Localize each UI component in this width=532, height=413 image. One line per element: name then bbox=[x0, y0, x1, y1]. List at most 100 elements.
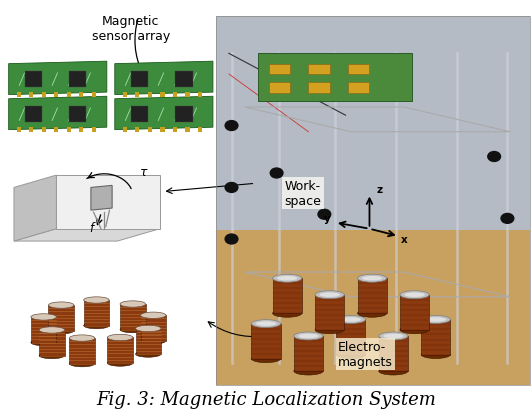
Bar bbox=[421, 320, 451, 355]
Bar bbox=[252, 324, 280, 359]
Bar bbox=[309, 64, 330, 75]
Circle shape bbox=[488, 152, 501, 162]
Ellipse shape bbox=[315, 291, 344, 299]
Ellipse shape bbox=[358, 310, 387, 318]
Ellipse shape bbox=[404, 293, 425, 297]
Bar bbox=[135, 128, 139, 133]
Text: x: x bbox=[401, 234, 408, 244]
Bar bbox=[215, 231, 530, 386]
Bar bbox=[69, 72, 86, 88]
Bar bbox=[198, 128, 202, 133]
Bar bbox=[160, 128, 164, 133]
Bar bbox=[92, 128, 96, 133]
Bar bbox=[24, 72, 42, 88]
Bar bbox=[294, 336, 323, 371]
Bar bbox=[173, 128, 177, 133]
Bar bbox=[135, 93, 139, 98]
Text: Electro-
magnets: Electro- magnets bbox=[338, 340, 393, 368]
Bar bbox=[185, 128, 189, 133]
Bar bbox=[400, 295, 429, 330]
Ellipse shape bbox=[319, 293, 340, 297]
Ellipse shape bbox=[69, 361, 95, 367]
Polygon shape bbox=[9, 62, 107, 95]
Bar bbox=[24, 107, 42, 123]
Bar bbox=[348, 83, 369, 93]
Text: z: z bbox=[377, 185, 383, 195]
Ellipse shape bbox=[379, 332, 408, 340]
Ellipse shape bbox=[272, 310, 302, 318]
Bar bbox=[69, 107, 86, 123]
Bar bbox=[215, 17, 530, 231]
Bar bbox=[215, 17, 530, 386]
Ellipse shape bbox=[48, 328, 74, 334]
Ellipse shape bbox=[69, 335, 95, 342]
Bar bbox=[131, 72, 148, 88]
Bar bbox=[160, 93, 164, 98]
Bar bbox=[198, 93, 202, 98]
Text: Magnetic
sensor array: Magnetic sensor array bbox=[92, 15, 170, 43]
Bar bbox=[79, 128, 84, 133]
Polygon shape bbox=[14, 229, 160, 242]
Polygon shape bbox=[91, 186, 112, 211]
Ellipse shape bbox=[379, 367, 408, 375]
Bar bbox=[175, 107, 193, 123]
Bar bbox=[140, 316, 166, 341]
Ellipse shape bbox=[383, 334, 404, 338]
Bar bbox=[39, 330, 64, 356]
Bar bbox=[272, 278, 302, 313]
Ellipse shape bbox=[256, 322, 276, 326]
Bar bbox=[136, 329, 161, 354]
Circle shape bbox=[501, 214, 514, 224]
Ellipse shape bbox=[140, 312, 166, 319]
Ellipse shape bbox=[252, 320, 280, 328]
Bar bbox=[148, 93, 152, 98]
Polygon shape bbox=[115, 97, 213, 131]
Ellipse shape bbox=[39, 327, 64, 333]
Ellipse shape bbox=[136, 325, 161, 332]
Bar bbox=[120, 304, 146, 330]
Bar bbox=[309, 83, 330, 93]
Bar bbox=[41, 128, 46, 133]
Ellipse shape bbox=[84, 323, 109, 329]
Bar bbox=[84, 300, 109, 326]
Text: Work-
space: Work- space bbox=[285, 180, 321, 208]
Bar bbox=[92, 93, 96, 98]
Ellipse shape bbox=[358, 275, 387, 282]
Bar bbox=[175, 72, 193, 88]
Ellipse shape bbox=[298, 334, 319, 338]
Ellipse shape bbox=[84, 297, 109, 304]
Bar bbox=[16, 128, 21, 133]
Text: y: y bbox=[325, 214, 331, 224]
Bar bbox=[123, 93, 127, 98]
Ellipse shape bbox=[277, 276, 297, 281]
Bar bbox=[348, 64, 369, 75]
Polygon shape bbox=[115, 62, 213, 95]
Ellipse shape bbox=[39, 353, 64, 359]
Bar bbox=[54, 93, 59, 98]
Circle shape bbox=[318, 210, 331, 220]
Bar bbox=[269, 83, 290, 93]
Ellipse shape bbox=[120, 327, 146, 333]
Ellipse shape bbox=[252, 355, 280, 363]
Circle shape bbox=[225, 121, 238, 131]
Bar bbox=[358, 278, 387, 313]
Bar bbox=[69, 338, 95, 364]
Ellipse shape bbox=[315, 326, 344, 334]
Bar bbox=[269, 64, 290, 75]
Ellipse shape bbox=[421, 351, 451, 358]
Polygon shape bbox=[14, 176, 56, 242]
Bar bbox=[66, 93, 71, 98]
Bar bbox=[336, 320, 365, 355]
Circle shape bbox=[270, 169, 283, 178]
Ellipse shape bbox=[272, 275, 302, 282]
Bar bbox=[29, 128, 34, 133]
Circle shape bbox=[225, 235, 238, 244]
Ellipse shape bbox=[31, 339, 56, 346]
Bar bbox=[16, 93, 21, 98]
Ellipse shape bbox=[336, 351, 365, 358]
Ellipse shape bbox=[294, 332, 323, 340]
FancyBboxPatch shape bbox=[258, 54, 412, 102]
Ellipse shape bbox=[340, 318, 361, 322]
Text: Fig. 3: Magnetic Localization System: Fig. 3: Magnetic Localization System bbox=[96, 390, 436, 408]
Bar bbox=[148, 128, 152, 133]
